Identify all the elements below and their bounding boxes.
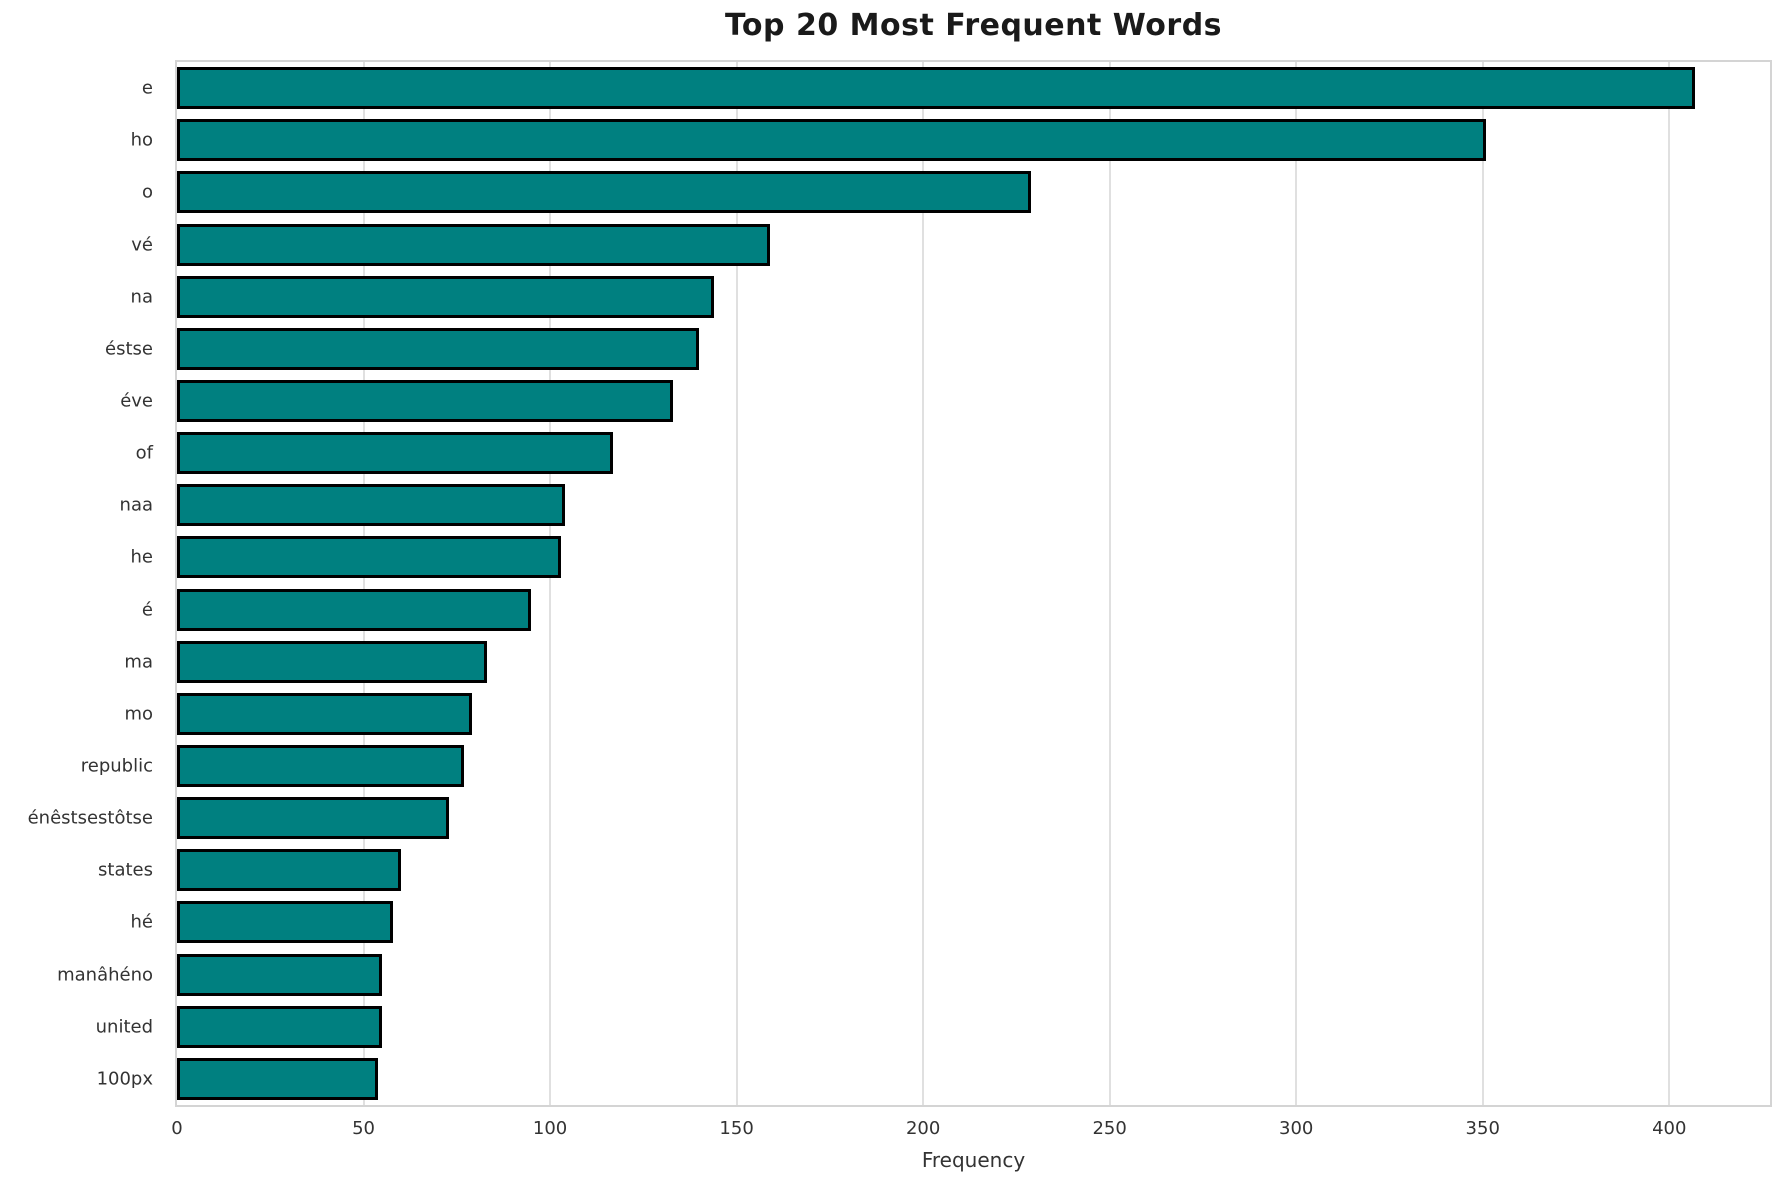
bar	[177, 1057, 379, 1100]
gridline	[1668, 62, 1671, 1105]
y-tick-label: states	[98, 859, 153, 881]
x-tick-label: 50	[352, 1118, 375, 1139]
y-tick-label: vé	[131, 234, 153, 256]
bar	[177, 223, 771, 266]
y-tick-label: hé	[130, 911, 153, 933]
bar	[177, 67, 1696, 110]
bar	[177, 379, 674, 422]
bar-row	[177, 896, 1770, 948]
bar-row	[177, 531, 1770, 583]
bar	[177, 275, 715, 318]
y-tick-label: éve	[120, 390, 153, 412]
bar	[177, 640, 487, 683]
bar-row	[177, 688, 1770, 740]
bar-row	[177, 792, 1770, 844]
y-tick-label: o	[141, 181, 153, 203]
bar-row	[177, 636, 1770, 688]
bar	[177, 484, 565, 527]
bar	[177, 797, 450, 840]
gridline	[1108, 62, 1111, 1105]
bar-row	[177, 427, 1770, 479]
y-tick-label: mo	[124, 703, 153, 725]
bar-row	[177, 218, 1770, 270]
y-tick-label: éstse	[105, 338, 153, 360]
bar-row	[177, 271, 1770, 323]
y-tick-label: united	[95, 1016, 153, 1038]
bar	[177, 536, 562, 579]
x-axis-ticks: 0 50 100 150 200 250 300 350 400	[171, 1112, 1772, 1142]
x-tick-label: 350	[1465, 1118, 1500, 1139]
x-tick-label: 300	[1279, 1118, 1314, 1139]
x-tick-label: 100	[532, 1118, 568, 1139]
gridline	[362, 62, 365, 1105]
bar-row	[177, 375, 1770, 427]
gridline	[1481, 62, 1484, 1105]
bar	[177, 901, 394, 944]
bar	[177, 588, 532, 631]
bar	[177, 745, 465, 787]
bar	[177, 1005, 383, 1048]
gridline	[735, 62, 738, 1105]
y-tick-label: of	[135, 442, 153, 464]
bar-row	[177, 1001, 1770, 1053]
x-axis-title: Frequency	[921, 1148, 1026, 1172]
gridline	[1295, 62, 1298, 1105]
bar-row	[177, 166, 1770, 218]
bar	[177, 119, 1487, 162]
y-tick-label: na	[130, 286, 153, 308]
bar-row	[177, 584, 1770, 636]
bar	[177, 849, 401, 892]
bar-row	[177, 1053, 1770, 1105]
y-tick-label: 100px	[96, 1068, 153, 1090]
plot-area	[175, 60, 1772, 1107]
y-axis-labels: e ho o vé na éstse éve of naa he é ma mo republic énês…	[0, 60, 163, 1107]
y-tick-label: he	[130, 546, 153, 568]
bar	[177, 953, 383, 996]
y-tick-label: ma	[124, 651, 153, 673]
y-tick-label: republic	[80, 755, 153, 777]
bar-row	[177, 949, 1770, 1001]
x-tick-label: 400	[1652, 1118, 1687, 1139]
y-tick-label: e	[141, 77, 153, 99]
x-tick-label: 150	[719, 1118, 754, 1139]
bar-row	[177, 323, 1770, 375]
bar-row	[177, 62, 1770, 114]
bar-row	[177, 740, 1770, 792]
bar	[177, 692, 472, 735]
x-tick-label: 200	[905, 1118, 941, 1139]
x-tick-label: 0	[171, 1118, 183, 1139]
y-tick-label: é	[141, 599, 153, 621]
y-tick-label: naa	[119, 494, 153, 516]
gridline	[922, 62, 925, 1105]
x-tick-label: 250	[1092, 1118, 1127, 1139]
y-tick-label: manâhéno	[57, 964, 153, 986]
bar	[177, 171, 1032, 214]
chart-title: Top 20 Most Frequent Words	[724, 8, 1223, 43]
bar-row	[177, 479, 1770, 531]
bar	[177, 327, 700, 370]
bar	[177, 432, 614, 475]
bar-row	[177, 844, 1770, 896]
gridline	[549, 62, 552, 1105]
bar-row	[177, 114, 1770, 166]
y-tick-label: ho	[130, 129, 153, 151]
y-tick-label: énêstsestôtse	[27, 807, 153, 829]
